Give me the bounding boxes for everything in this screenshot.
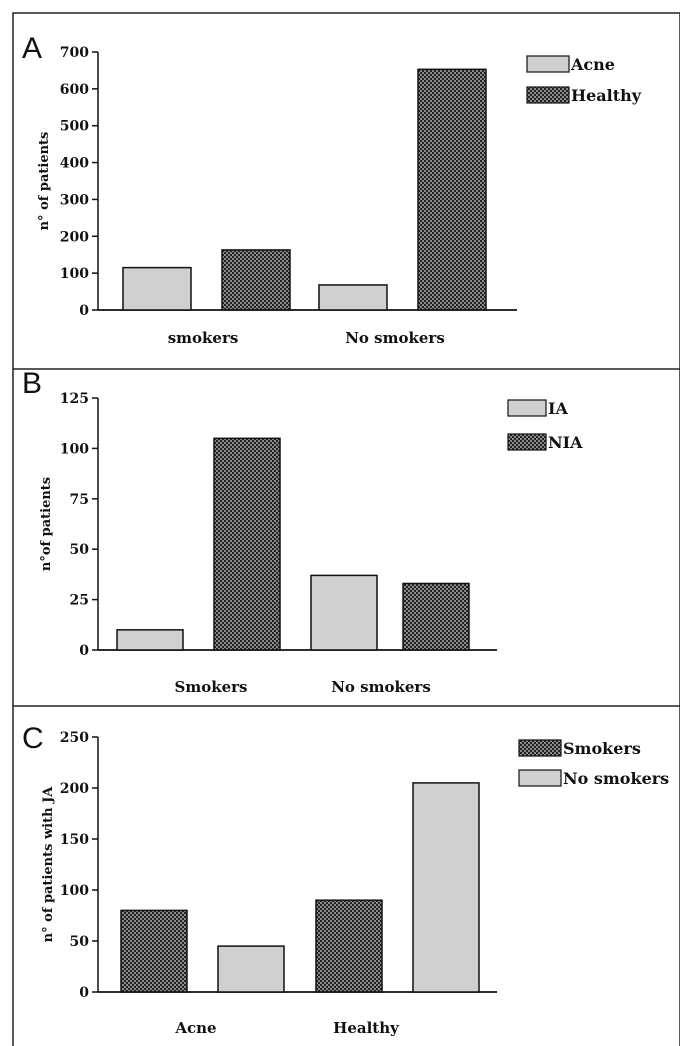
- category-label-a: No smokers: [345, 329, 445, 347]
- y-tick-label-c: 250: [60, 730, 89, 746]
- legend-swatch-b: [507, 433, 547, 451]
- y-tick-label-c: 200: [60, 781, 89, 797]
- panel-letter-a: A: [22, 32, 42, 65]
- y-tick-label-c: 150: [60, 832, 89, 848]
- category-label-b: Smokers: [175, 678, 248, 696]
- bar-a-1-0: [318, 284, 388, 311]
- bar-b-1-0: [310, 574, 378, 651]
- bar-c-1-0: [315, 899, 383, 993]
- y-axis-title-c: n° of patients with JA: [41, 786, 56, 943]
- bar-b-1-1: [402, 582, 470, 651]
- category-label-a: smokers: [168, 329, 239, 347]
- y-tick-label-a: 500: [60, 119, 89, 135]
- y-tick-label-b: 50: [70, 542, 90, 558]
- legend-swatch-c: [518, 739, 562, 757]
- legend-label-b: IA: [548, 399, 568, 418]
- legend-label-a: Acne: [570, 55, 615, 74]
- y-tick-label-c: 50: [70, 934, 90, 950]
- y-tick-label-b: 25: [70, 593, 89, 609]
- y-tick-label-c: 100: [60, 883, 89, 899]
- legend-label-a: Healthy: [571, 86, 642, 105]
- panel-c: C 0 50 100 150 200 250 n° of patients with JA Ac…: [22, 722, 669, 1037]
- legend-label-c: No smokers: [563, 769, 669, 788]
- bar-b-0-1: [213, 437, 281, 651]
- bar-c-0-1: [217, 945, 285, 993]
- y-axis-title-a: n° of patients: [37, 132, 52, 231]
- panel-b: B 0 25 50 75 100 125 n°of patients Smokers No smo…: [22, 367, 583, 696]
- panel-letter-b: B: [22, 367, 42, 400]
- y-tick-label-c: 0: [79, 985, 89, 1001]
- legend-label-b: NIA: [548, 433, 583, 452]
- y-tick-label-b: 100: [60, 441, 89, 457]
- legend-swatch-b: [507, 399, 547, 417]
- legend-label-c: Smokers: [563, 739, 641, 758]
- y-tick-label-a: 0: [79, 303, 89, 319]
- y-tick-label-a: 700: [60, 45, 89, 61]
- category-label-c: Healthy: [333, 1019, 400, 1037]
- y-tick-label-b: 0: [79, 643, 89, 659]
- y-axis-title-b: n°of patients: [39, 477, 54, 571]
- bar-a-0-1: [221, 249, 291, 311]
- legend-swatch-c: [518, 769, 562, 787]
- y-tick-label-a: 600: [60, 82, 89, 98]
- y-tick-label-a: 400: [60, 156, 89, 172]
- legend-swatch-a: [526, 86, 570, 104]
- y-tick-label-a: 100: [60, 266, 89, 282]
- bar-a-1-1: [417, 68, 487, 311]
- legend-swatch-a: [526, 55, 570, 73]
- y-tick-label-a: 300: [60, 192, 89, 208]
- bar-c-1-1: [412, 782, 480, 993]
- y-tick-label-a: 200: [60, 229, 89, 245]
- bar-b-0-0: [116, 629, 184, 651]
- bar-a-0-0: [122, 266, 192, 311]
- panel-a: A 0 100 200 300 400 500 600 700 n° of patients smo…: [22, 32, 642, 347]
- bar-c-0-0: [120, 909, 188, 993]
- y-tick-label-b: 125: [60, 391, 89, 407]
- panel-letter-c: C: [22, 722, 44, 755]
- category-label-b: No smokers: [331, 678, 431, 696]
- category-label-c: Acne: [174, 1019, 216, 1037]
- y-tick-label-b: 75: [70, 492, 89, 508]
- figure-border: [12, 12, 680, 1046]
